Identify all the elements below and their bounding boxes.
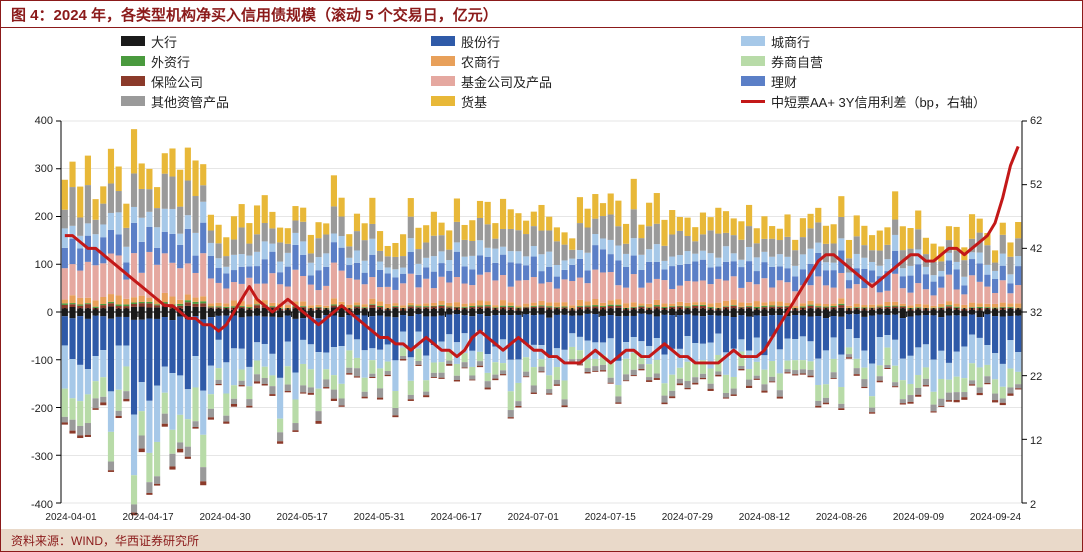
chart-svg bbox=[61, 121, 1022, 503]
figure-title: 图 4：2024 年，各类型机构净买入信用债规模（滚动 5 个交易日，亿元） bbox=[11, 4, 498, 25]
legend-item-qita: 其他资管产品 bbox=[121, 91, 421, 111]
legend-item-huoji: 货基 bbox=[431, 91, 731, 111]
legend-label: 城商行 bbox=[771, 32, 810, 51]
figure-frame: 图 4：2024 年，各类型机构净买入信用债规模（滚动 5 个交易日，亿元） 大… bbox=[0, 0, 1083, 552]
legend-swatch bbox=[431, 56, 455, 66]
legend-label: 大行 bbox=[151, 32, 177, 51]
legend-swatch bbox=[741, 76, 765, 86]
x-tick: 2024-07-15 bbox=[585, 512, 636, 523]
legend-label: 中短票AA+ 3Y信用利差（bp，右轴） bbox=[771, 92, 986, 111]
y-left-tick: 300 bbox=[25, 163, 53, 175]
x-tick: 2024-08-12 bbox=[739, 512, 790, 523]
y-right-tick: 52 bbox=[1030, 179, 1058, 191]
x-tick: 2024-05-17 bbox=[277, 512, 328, 523]
legend-item-gufen: 股份行 bbox=[431, 31, 731, 51]
y-left-tick: -200 bbox=[25, 403, 53, 415]
legend-label: 券商自营 bbox=[771, 52, 823, 71]
legend-label: 货基 bbox=[461, 92, 487, 111]
x-tick: 2024-07-29 bbox=[662, 512, 713, 523]
y-right-tick: 22 bbox=[1030, 371, 1058, 383]
legend-item-dahang: 大行 bbox=[121, 31, 421, 51]
x-tick: 2024-07-01 bbox=[508, 512, 559, 523]
x-tick: 2024-09-24 bbox=[970, 512, 1021, 523]
legend-label: 保险公司 bbox=[151, 72, 203, 91]
x-tick: 2024-04-17 bbox=[122, 512, 173, 523]
legend-swatch bbox=[121, 56, 145, 66]
legend-swatch bbox=[741, 36, 765, 46]
legend-swatch bbox=[431, 36, 455, 46]
x-tick: 2024-05-31 bbox=[354, 512, 405, 523]
legend-swatch bbox=[431, 76, 455, 86]
y-left-tick: 400 bbox=[25, 115, 53, 127]
legend-label: 其他资管产品 bbox=[151, 92, 229, 111]
bars bbox=[62, 129, 1021, 515]
y-left-tick: 100 bbox=[25, 259, 53, 271]
x-tick: 2024-06-17 bbox=[431, 512, 482, 523]
legend-item-chengshang: 城商行 bbox=[741, 31, 1041, 51]
y-right-tick: 12 bbox=[1030, 435, 1058, 447]
legend-label: 基金公司及产品 bbox=[461, 72, 552, 91]
title-bar: 图 4：2024 年，各类型机构净买入信用债规模（滚动 5 个交易日，亿元） bbox=[1, 1, 1082, 28]
legend-swatch bbox=[741, 100, 765, 103]
y-left-tick: 0 bbox=[25, 307, 53, 319]
legend-item-baoxian: 保险公司 bbox=[121, 71, 421, 91]
legend-item-licai: 理财 bbox=[741, 71, 1041, 91]
legend-label: 外资行 bbox=[151, 52, 190, 71]
legend-item-nongshang: 农商行 bbox=[431, 51, 731, 71]
y-left-tick: -300 bbox=[25, 451, 53, 463]
legend-swatch bbox=[121, 76, 145, 86]
legend-label: 农商行 bbox=[461, 52, 500, 71]
y-left-tick: 200 bbox=[25, 211, 53, 223]
legend-swatch bbox=[121, 96, 145, 106]
x-tick: 2024-04-01 bbox=[45, 512, 96, 523]
legend-label: 股份行 bbox=[461, 32, 500, 51]
y-right-tick: 2 bbox=[1030, 499, 1058, 511]
y-right-tick: 32 bbox=[1030, 307, 1058, 319]
y-right-tick: 42 bbox=[1030, 243, 1058, 255]
source-footer: 资料来源：WIND，华西证券研究所 bbox=[1, 529, 1082, 551]
legend-label: 理财 bbox=[771, 72, 797, 91]
x-tick: 2024-09-09 bbox=[893, 512, 944, 523]
y-left-tick: -100 bbox=[25, 355, 53, 367]
source-text: 资料来源：WIND，华西证券研究所 bbox=[11, 532, 199, 549]
x-tick: 2024-08-26 bbox=[816, 512, 867, 523]
legend-swatch bbox=[121, 36, 145, 46]
legend-swatch bbox=[431, 96, 455, 106]
y-right-tick: 62 bbox=[1030, 115, 1058, 127]
legend: 大行 股份行 城商行外资行 农商行 券商自营保险公司 基金公司及产品 理财其他资管产品 货基 中… bbox=[121, 31, 1022, 117]
legend-item-jijin: 基金公司及产品 bbox=[431, 71, 731, 91]
x-tick: 2024-04-30 bbox=[200, 512, 251, 523]
legend-item-spread: 中短票AA+ 3Y信用利差（bp，右轴） bbox=[741, 91, 1041, 111]
y-left-tick: -400 bbox=[25, 499, 53, 511]
legend-item-waizi: 外资行 bbox=[121, 51, 421, 71]
plot-area bbox=[61, 121, 1022, 503]
legend-swatch bbox=[741, 56, 765, 66]
legend-item-quanshang: 券商自营 bbox=[741, 51, 1041, 71]
